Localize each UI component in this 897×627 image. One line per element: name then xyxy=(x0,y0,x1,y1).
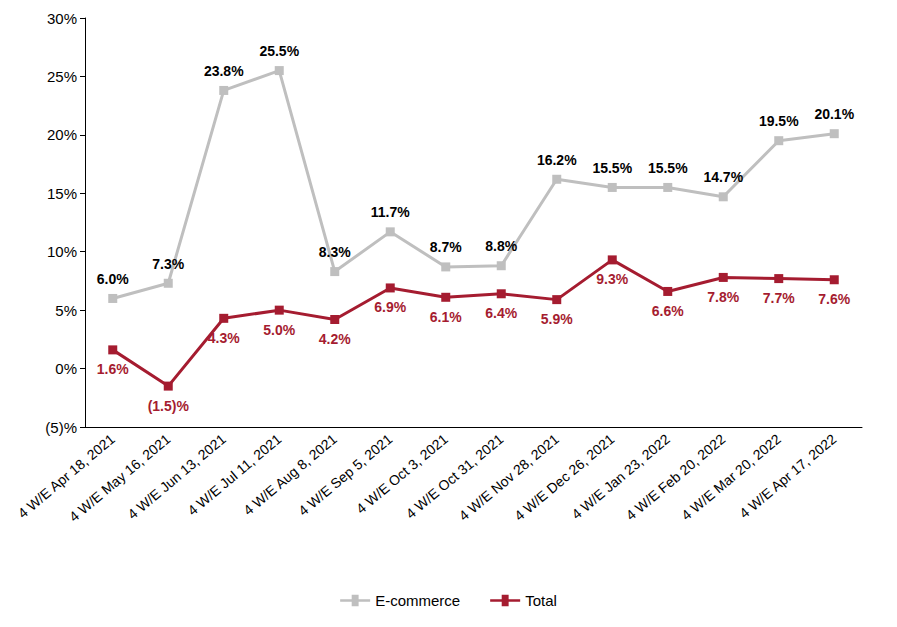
svg-text:4 W/E Feb 20, 2022: 4 W/E Feb 20, 2022 xyxy=(623,431,729,523)
svg-text:20%: 20% xyxy=(47,126,77,143)
svg-text:8.8%: 8.8% xyxy=(485,238,517,254)
svg-text:10%: 10% xyxy=(47,243,77,260)
svg-text:30%: 30% xyxy=(47,10,77,27)
svg-text:4 W/E Oct 3, 2021: 4 W/E Oct 3, 2021 xyxy=(353,431,451,517)
svg-text:15.5%: 15.5% xyxy=(592,160,632,176)
svg-text:11.7%: 11.7% xyxy=(371,204,410,220)
svg-text:4 W/E Apr 18, 2021: 4 W/E Apr 18, 2021 xyxy=(15,431,118,521)
svg-text:4 W/E Sep 5, 2021: 4 W/E Sep 5, 2021 xyxy=(295,431,395,519)
svg-text:6.6%: 6.6% xyxy=(652,303,684,319)
svg-text:9.3%: 9.3% xyxy=(596,271,628,287)
svg-text:19.5%: 19.5% xyxy=(759,113,799,129)
svg-text:0%: 0% xyxy=(55,360,77,377)
svg-text:6.0%: 6.0% xyxy=(97,271,129,287)
svg-text:6.9%: 6.9% xyxy=(374,299,406,315)
svg-text:4 W/E Oct 31, 2021: 4 W/E Oct 31, 2021 xyxy=(403,431,507,522)
svg-text:4 W/E Aug 8, 2021: 4 W/E Aug 8, 2021 xyxy=(240,431,340,518)
svg-text:4 W/E Jul 11, 2021: 4 W/E Jul 11, 2021 xyxy=(184,431,284,519)
svg-text:5%: 5% xyxy=(55,302,77,319)
svg-text:5.9%: 5.9% xyxy=(541,311,573,327)
svg-text:7.8%: 7.8% xyxy=(707,289,739,305)
svg-text:8.3%: 8.3% xyxy=(319,244,351,260)
svg-text:4.3%: 4.3% xyxy=(208,330,240,346)
svg-text:(1.5)%: (1.5)% xyxy=(148,398,190,414)
svg-text:Total: Total xyxy=(525,592,557,609)
svg-text:(5)%: (5)% xyxy=(45,419,77,436)
svg-text:8.7%: 8.7% xyxy=(430,239,462,255)
svg-text:5.0%: 5.0% xyxy=(263,322,295,338)
svg-text:4.2%: 4.2% xyxy=(319,331,351,347)
svg-text:4 W/E Jan 23, 2022: 4 W/E Jan 23, 2022 xyxy=(568,431,673,522)
svg-text:25%: 25% xyxy=(47,68,77,85)
svg-text:4 W/E Dec 26, 2021: 4 W/E Dec 26, 2021 xyxy=(511,431,617,524)
svg-text:4 W/E Jun 13, 2021: 4 W/E Jun 13, 2021 xyxy=(124,431,229,522)
svg-text:4 W/E May 16, 2021: 4 W/E May 16, 2021 xyxy=(66,431,174,525)
svg-text:20.1%: 20.1% xyxy=(814,106,854,122)
svg-text:23.8%: 23.8% xyxy=(204,63,244,79)
svg-text:15.5%: 15.5% xyxy=(648,160,688,176)
svg-text:15%: 15% xyxy=(47,185,77,202)
svg-text:7.6%: 7.6% xyxy=(818,291,850,307)
svg-text:7.3%: 7.3% xyxy=(152,256,184,272)
svg-text:25.5%: 25.5% xyxy=(259,43,299,59)
svg-text:4 W/E Nov 28, 2021: 4 W/E Nov 28, 2021 xyxy=(456,431,562,524)
svg-text:E-commerce: E-commerce xyxy=(375,592,460,609)
svg-text:6.4%: 6.4% xyxy=(485,305,517,321)
svg-text:7.7%: 7.7% xyxy=(763,290,795,306)
svg-text:6.1%: 6.1% xyxy=(430,309,462,325)
svg-text:14.7%: 14.7% xyxy=(703,169,743,185)
svg-text:4 W/E Mar 20, 2022: 4 W/E Mar 20, 2022 xyxy=(678,431,784,523)
svg-text:4 W/E Apr 17, 2022: 4 W/E Apr 17, 2022 xyxy=(736,431,839,521)
svg-text:16.2%: 16.2% xyxy=(537,152,577,168)
svg-text:1.6%: 1.6% xyxy=(97,361,129,377)
